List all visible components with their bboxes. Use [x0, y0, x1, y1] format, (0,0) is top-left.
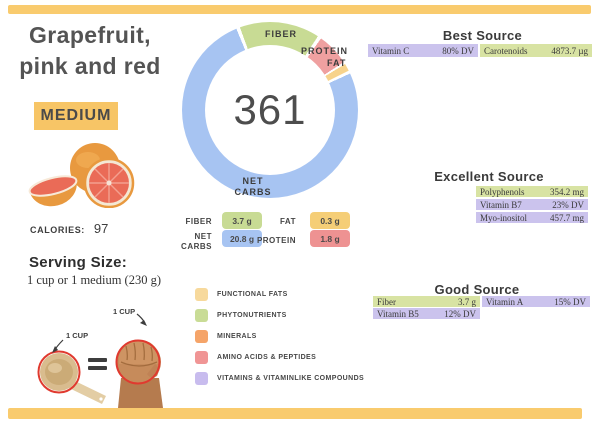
grapefruit-photo — [28, 143, 135, 208]
donut-label-fat: FAT — [327, 58, 347, 68]
fiber-label: FIBER — [185, 217, 212, 226]
grapefruit-half-left — [28, 175, 78, 207]
source-row-myo-inositol: Myo-inositol 457.7 mg — [476, 212, 588, 223]
measuring-cup-icon — [37, 350, 106, 404]
protein-label: PROTEIN — [256, 236, 296, 245]
calories-label: CALORIES: — [30, 225, 85, 235]
source-row-vitamin-b7: Vitamin B7 23% DV — [476, 199, 588, 210]
fiber-value-chip: 3.7 g — [222, 212, 262, 229]
fat-value-chip: 0.3 g — [310, 212, 350, 229]
net-carbs-value-chip: 20.8 g — [222, 230, 262, 247]
legend-label-minerals: MINERALS — [217, 333, 257, 340]
legend-label-phytonutrients: PHYTONUTRIENTS — [217, 312, 287, 319]
legend-swatch-amino-acids — [195, 351, 208, 364]
calories: CALORIES: 97 — [30, 221, 108, 236]
page-title-line2: pink and red — [19, 53, 161, 79]
calories-value: 97 — [93, 221, 109, 236]
best-source-heading: Best Source — [442, 28, 523, 43]
size-badge: MEDIUM — [34, 102, 118, 130]
page-title: Grapefruit, pink and red — [8, 20, 172, 82]
legend-swatch-phytonutrients — [195, 309, 208, 322]
legend-label-functional-fats: FUNCTIONAL FATS — [217, 291, 288, 298]
fist-icon — [115, 339, 163, 408]
good-source-heading: Good Source — [434, 282, 520, 297]
fist-label-text: 1 CUP — [113, 307, 135, 316]
grapefruit-half-right — [83, 157, 135, 208]
serving-equivalence-illustration: 1 CUP 1 CUP — [37, 307, 163, 408]
legend-label-vitamins: VITAMINS & VITAMINLIKE COMPOUNDS — [217, 375, 365, 382]
top-accent-bar — [8, 5, 591, 14]
donut-label-fiber: FIBER — [265, 29, 297, 39]
source-row-carotenoids: Carotenoids 4873.7 µg — [480, 44, 592, 57]
source-row-vitamin-c: Vitamin C 80% DV — [368, 44, 478, 57]
donut-hole: 361 — [205, 45, 335, 175]
source-row-vitamin-a: Vitamin A 15% DV — [482, 296, 590, 307]
source-row-polyphenols: Polyphenols 354.2 mg — [476, 186, 588, 197]
serving-size-heading: Serving Size: — [29, 254, 128, 271]
source-row-fiber: Fiber 3.7 g — [373, 296, 480, 307]
legend-swatch-vitamins — [195, 372, 208, 385]
legend-swatch-functional-fats — [195, 288, 208, 301]
net-carbs-label: NET CARBS — [181, 232, 212, 251]
donut-label-protein: PROTEIN — [301, 46, 349, 56]
donut-label-net-carbs: NET CARBS — [234, 176, 272, 197]
page-title-line1: Grapefruit, — [29, 22, 151, 48]
fat-label: FAT — [279, 217, 296, 226]
source-row-vitamin-b5: Vitamin B5 12% DV — [373, 308, 480, 319]
excellent-source-heading: Excellent Source — [434, 169, 544, 184]
legend-label-amino-acids: AMINO ACIDS & PEPTIDES — [217, 354, 317, 361]
legend-swatch-minerals — [195, 330, 208, 343]
cup-label-text: 1 CUP — [66, 331, 88, 340]
serving-size-value: 1 cup or 1 medium (230 g) — [27, 273, 162, 287]
donut-center-value: 361 — [233, 86, 307, 133]
protein-value-chip: 1.8 g — [310, 230, 350, 247]
equals-sign — [88, 358, 107, 370]
bottom-accent-bar — [8, 408, 582, 419]
